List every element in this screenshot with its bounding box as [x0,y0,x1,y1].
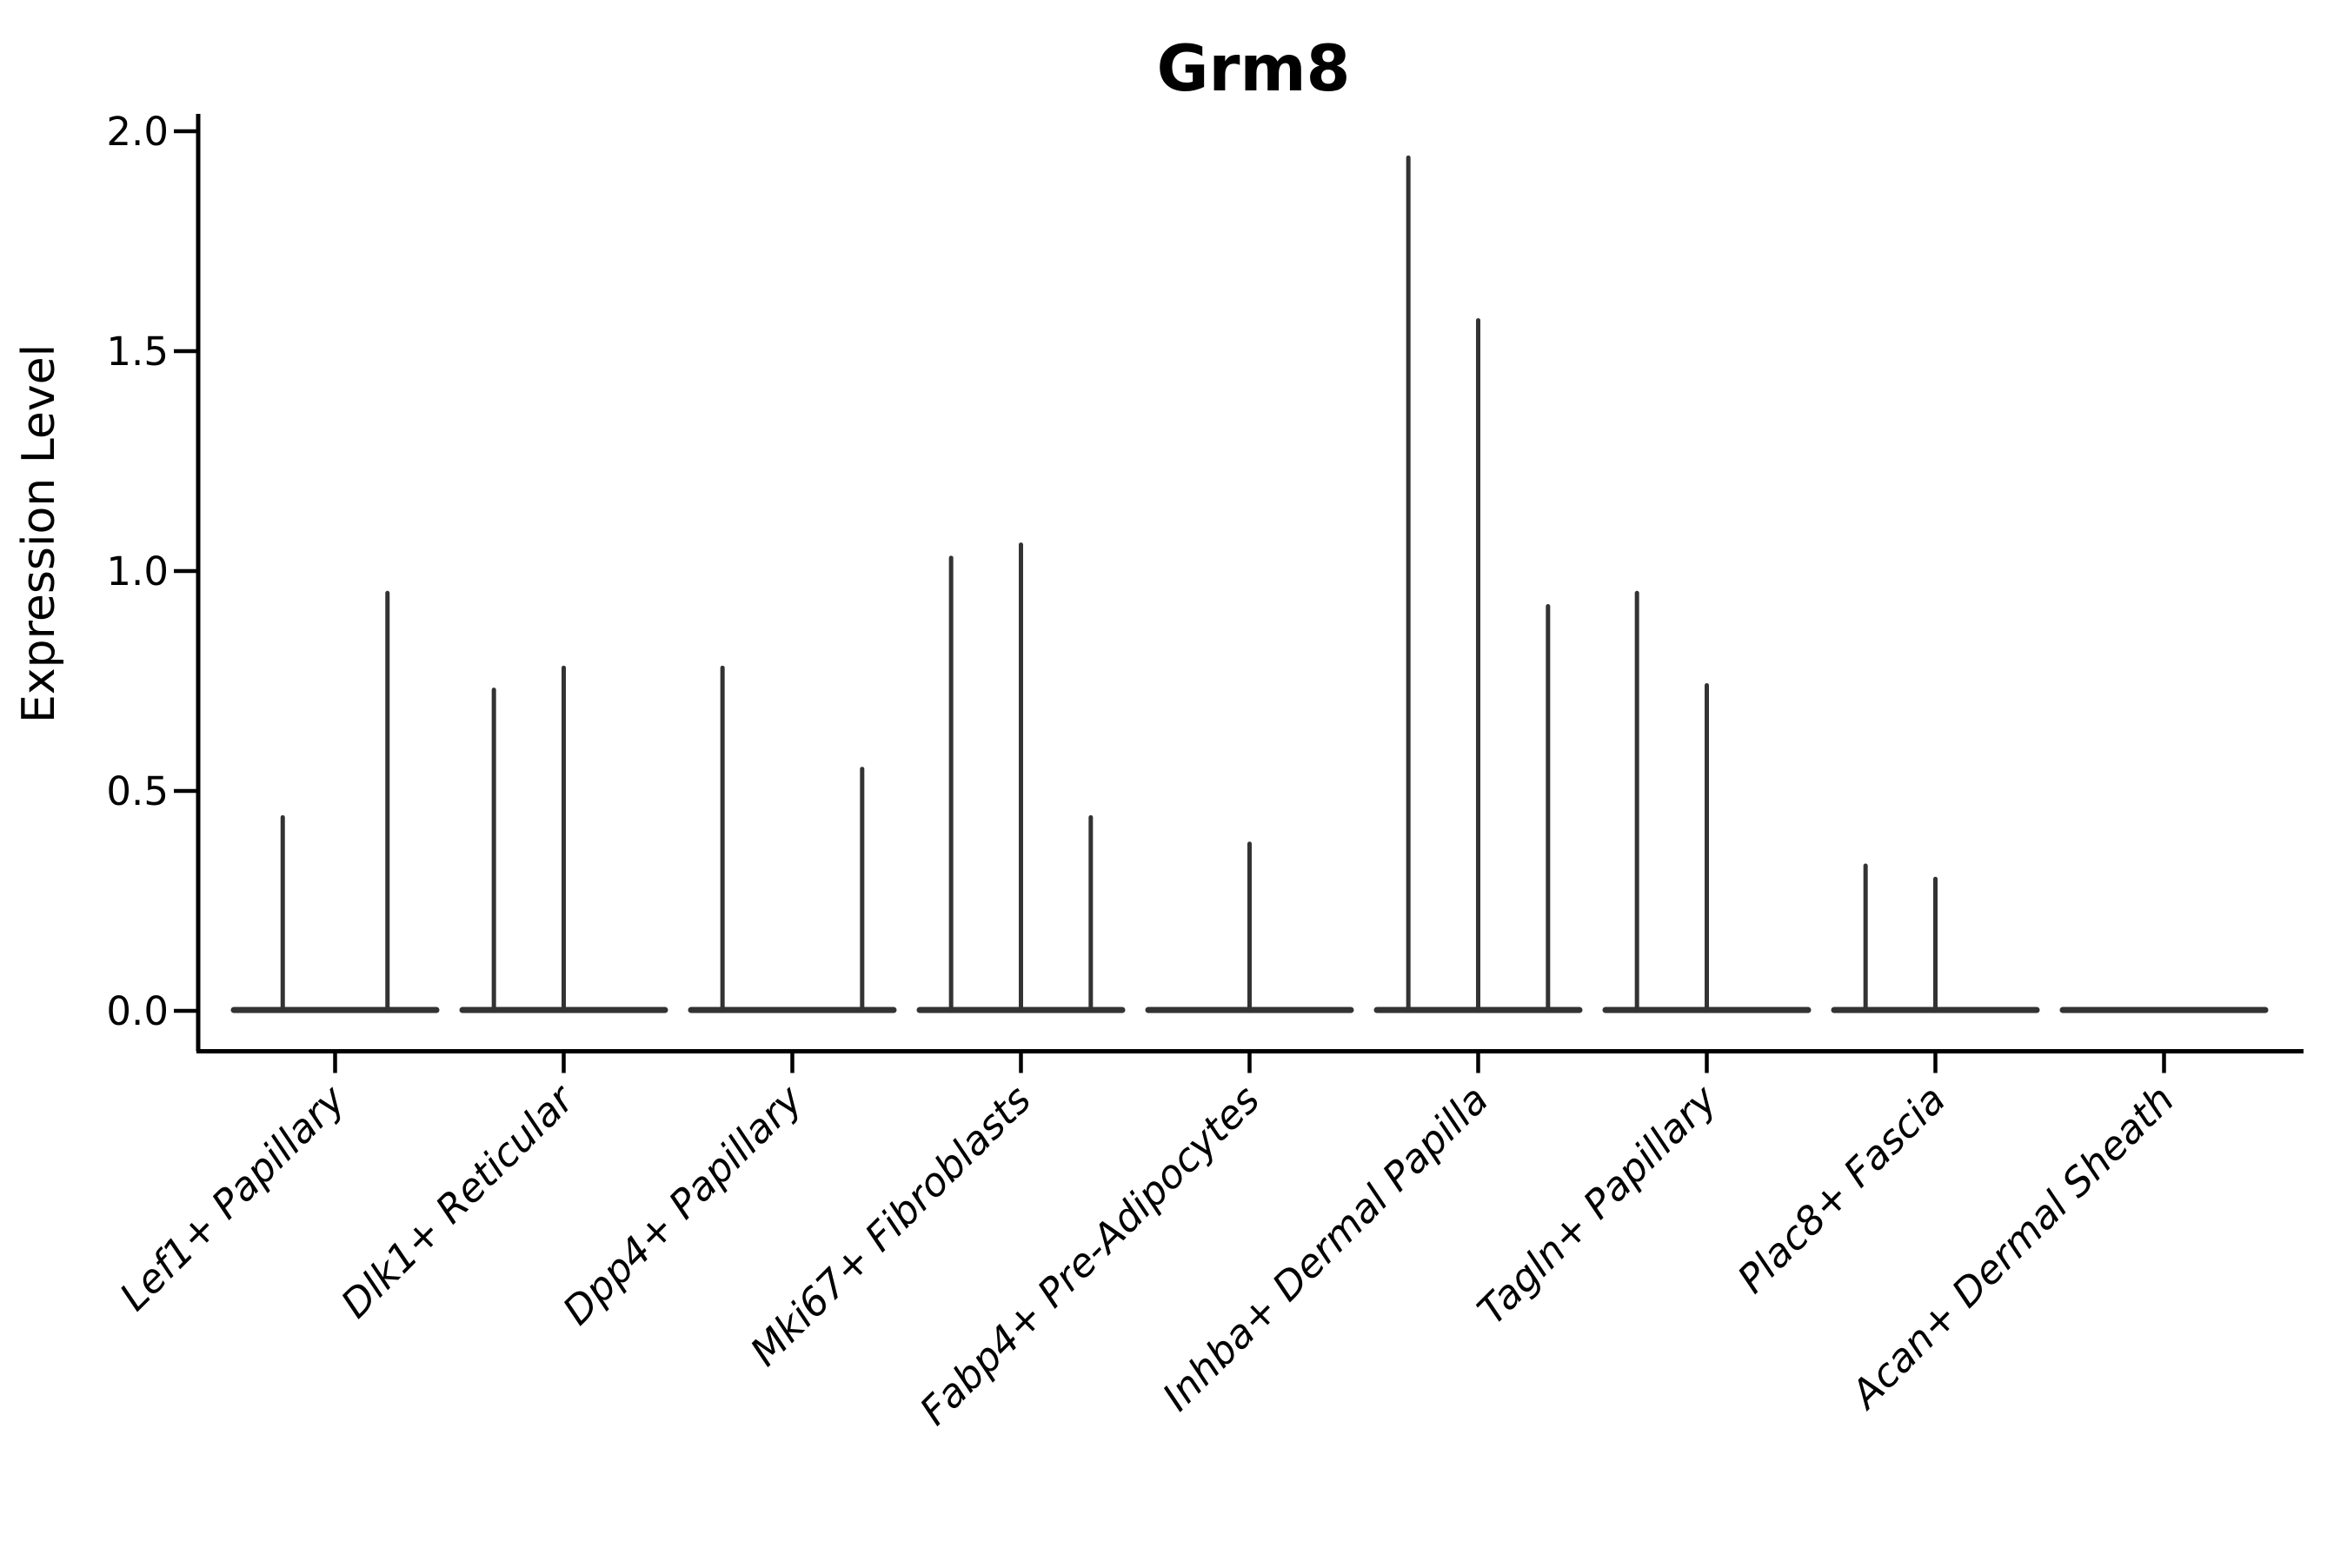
y-tick-label: 1.5 [106,329,169,375]
y-tick-label: 1.0 [106,548,169,595]
x-tick-label: Plac8+ Fascia [1729,1076,1955,1302]
x-tick-label: Dpp4+ Papillary [554,1075,812,1333]
y-tick-label: 0.5 [106,768,169,814]
chart-title: Grm8 [1157,32,1351,106]
y-tick-label: 0.0 [106,988,169,1034]
y-tick-label: 2.0 [106,109,169,155]
x-tick-label: Lef1+ Papillary [110,1075,355,1319]
violins-layer [230,155,2269,1013]
x-tick-label: Tagln+ Papillary [1468,1075,1726,1333]
y-axis-label: Expression Level [13,344,65,723]
x-tick-label: Dlk1+ Reticular [332,1075,584,1327]
